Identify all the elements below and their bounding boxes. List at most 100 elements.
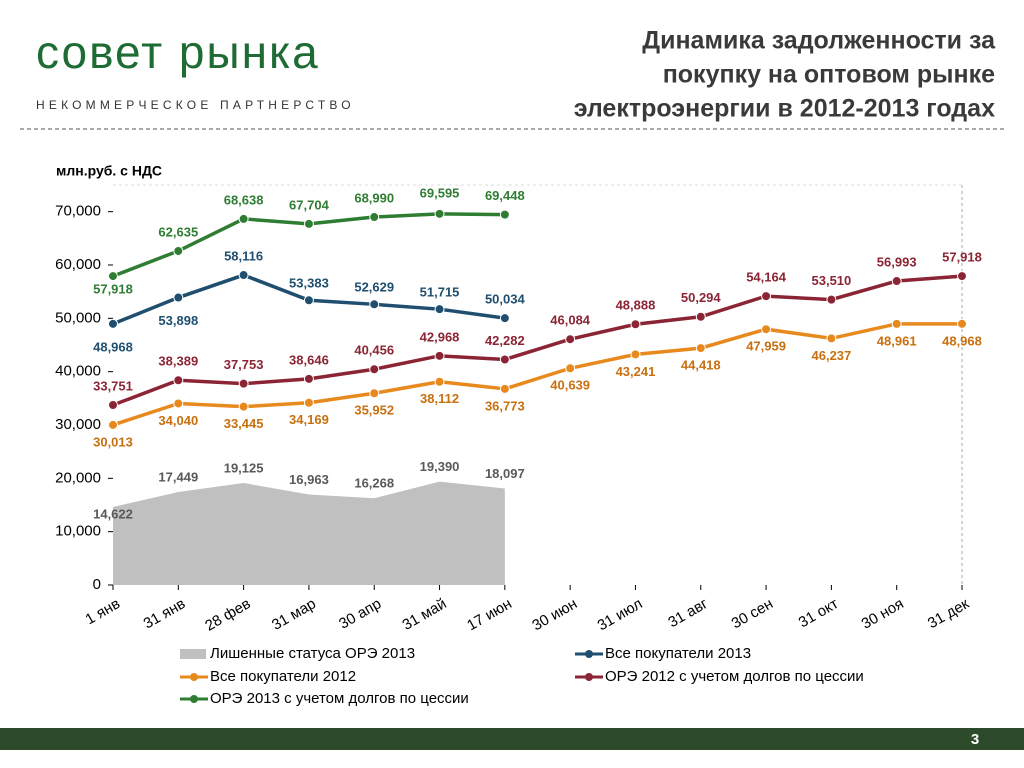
data-label: 57,918	[942, 250, 982, 265]
data-label: 16,963	[289, 472, 329, 487]
data-label: 69,448	[485, 188, 525, 203]
data-label: 48,961	[877, 333, 917, 348]
y-axis-label: млн.руб. с НДС	[56, 163, 162, 179]
title-line: покупку на оптовом рынке	[663, 61, 995, 89]
point	[369, 212, 380, 223]
data-label: 56,993	[877, 254, 917, 269]
data-label: 19,125	[224, 460, 264, 475]
point	[369, 364, 380, 375]
legend-swatch	[585, 673, 593, 681]
legend-label: ОРЭ 2012 с учетом долгов по цессии	[605, 668, 864, 685]
y-tick-label: 60,000	[55, 256, 101, 273]
data-label: 40,456	[354, 343, 394, 358]
point	[173, 245, 184, 256]
point	[238, 378, 249, 389]
legend-swatch	[190, 673, 198, 681]
point	[303, 218, 314, 229]
data-label: 33,751	[93, 378, 133, 393]
data-label: 19,390	[420, 459, 460, 474]
data-label: 53,898	[158, 313, 198, 328]
data-label: 38,646	[289, 352, 329, 367]
data-label: 67,704	[289, 197, 330, 212]
point	[369, 388, 380, 399]
point	[434, 350, 445, 361]
data-label: 52,629	[354, 280, 394, 295]
point	[891, 318, 902, 329]
title-line: Динамика задолженности за	[642, 27, 996, 55]
point	[238, 401, 249, 412]
data-label: 46,237	[812, 348, 852, 363]
y-tick-label: 0	[93, 576, 101, 593]
data-label: 47,959	[746, 339, 786, 354]
data-label: 48,968	[942, 333, 982, 348]
point	[761, 291, 772, 302]
logo: совет рынка	[36, 26, 320, 78]
point	[630, 349, 641, 360]
data-label: 46,084	[550, 313, 591, 328]
point	[108, 271, 118, 282]
data-label: 69,595	[420, 185, 460, 200]
data-label: 14,622	[93, 506, 133, 521]
data-label: 44,418	[681, 358, 721, 373]
point	[565, 334, 576, 345]
data-label: 16,268	[354, 476, 394, 491]
data-label: 34,040	[158, 413, 198, 428]
point	[891, 276, 902, 287]
point	[957, 271, 967, 282]
data-label: 53,383	[289, 276, 329, 291]
y-tick-label: 10,000	[55, 523, 101, 540]
y-tick-label: 40,000	[55, 363, 101, 380]
plot: 0 10,000 20,000 30,000 40,000 50,000 60,000 70,…	[55, 184, 982, 707]
y-tick-label: 70,000	[55, 203, 101, 220]
point	[434, 304, 445, 315]
point	[173, 375, 184, 386]
point	[108, 318, 118, 329]
data-label: 48,888	[616, 298, 656, 313]
point	[499, 354, 510, 365]
point	[695, 311, 706, 322]
point	[499, 313, 510, 324]
data-label: 42,968	[420, 329, 460, 344]
tagline: НЕКОММЕРЧЕСКОЕ ПАРТНЕРСТВО	[36, 98, 355, 112]
point	[173, 398, 184, 409]
data-label: 68,638	[224, 192, 264, 207]
footer-bar	[0, 728, 1024, 750]
data-label: 57,918	[93, 282, 133, 297]
data-label: 33,445	[224, 416, 264, 431]
data-label: 35,952	[354, 403, 394, 418]
data-label: 36,773	[485, 398, 525, 413]
legend-label: Все покупатели 2013	[605, 645, 751, 662]
point	[630, 319, 641, 330]
data-label: 18,097	[485, 466, 525, 481]
point	[303, 295, 314, 306]
y-tick-label: 50,000	[55, 309, 101, 326]
data-label: 42,282	[485, 333, 525, 348]
point	[238, 213, 249, 224]
line	[112, 322, 963, 427]
point	[826, 294, 837, 305]
title-line: электроэнергии в 2012-2013 годах	[574, 95, 995, 123]
legend-swatch	[180, 649, 206, 659]
point	[565, 363, 576, 374]
point	[303, 397, 314, 408]
legend-swatch	[585, 650, 593, 658]
point	[173, 292, 184, 303]
point	[761, 324, 772, 335]
data-label: 38,112	[420, 391, 459, 406]
legend-swatch	[190, 695, 198, 703]
data-label: 51,715	[420, 285, 460, 300]
point	[957, 318, 967, 329]
data-label: 17,449	[158, 469, 198, 484]
point	[434, 208, 445, 219]
data-label: 48,968	[93, 339, 133, 354]
point	[434, 376, 445, 387]
data-label: 62,635	[158, 224, 198, 239]
point	[499, 209, 510, 220]
legend-label: Все покупатели 2012	[210, 668, 356, 685]
point	[499, 383, 510, 394]
data-label: 38,389	[158, 354, 198, 369]
data-label: 30,013	[93, 434, 133, 449]
data-label: 40,639	[550, 378, 590, 393]
point	[303, 373, 314, 384]
page-number: 3	[971, 731, 979, 748]
